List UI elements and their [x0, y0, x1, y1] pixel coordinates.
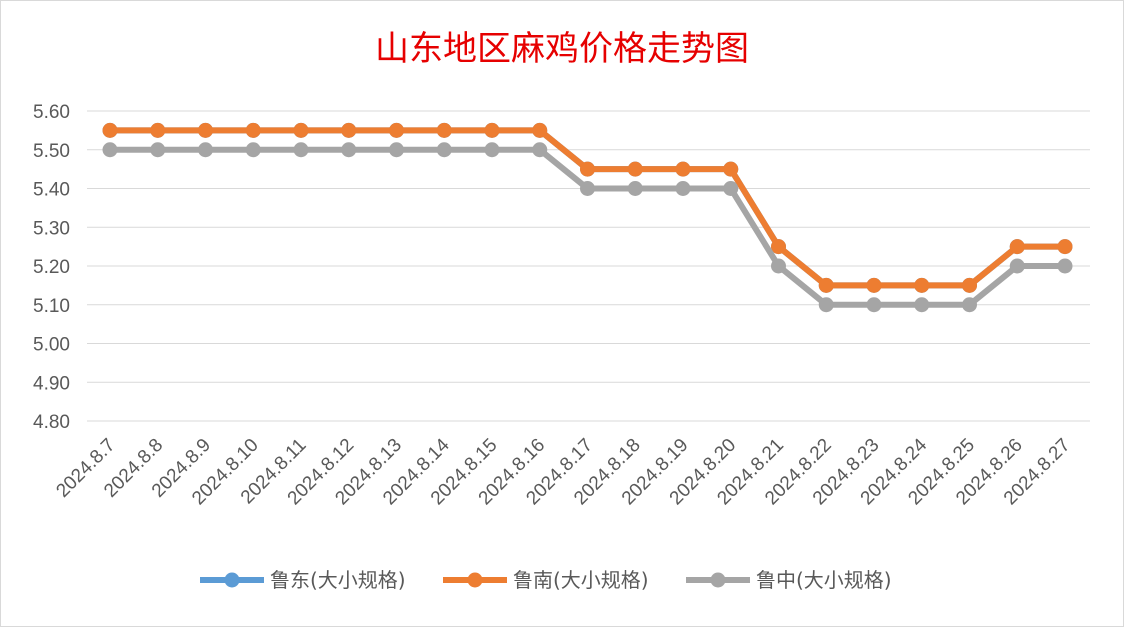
data-point: [580, 181, 595, 196]
data-point: [723, 161, 739, 177]
data-point: [1057, 258, 1073, 274]
series-2: [102, 142, 1073, 313]
legend-label: 鲁东(大小规格): [270, 568, 406, 592]
data-point: [532, 142, 548, 158]
gridlines: [87, 110, 1090, 422]
data-point: [962, 297, 977, 313]
data-point: [102, 142, 118, 158]
data-point: [914, 277, 930, 293]
legend-item: 鲁中(大小规格): [686, 568, 892, 592]
data-point: [1009, 239, 1025, 255]
y-tick-label: 5.10: [33, 296, 70, 317]
y-tick-label: 5.00: [33, 335, 70, 356]
legend-label: 鲁中(大小规格): [756, 568, 892, 592]
data-point: [866, 297, 882, 313]
y-tick-label: 5.30: [33, 218, 70, 239]
data-point: [245, 122, 261, 138]
data-point: [245, 142, 261, 158]
y-tick-label: 5.20: [33, 257, 70, 278]
data-point: [341, 122, 357, 138]
data-point: [675, 181, 691, 196]
data-point: [818, 277, 834, 293]
y-axis-ticks: 4.80 4.90 5.00 5.10 5.20 5.30 5.40 5.50 5.60: [33, 102, 70, 433]
series-1: [102, 122, 1073, 293]
y-tick-label: 5.60: [33, 102, 70, 123]
series-layer: [102, 122, 1073, 313]
data-point: [484, 122, 500, 138]
data-point: [675, 161, 691, 177]
legend-label: 鲁南(大小规格): [513, 568, 649, 592]
y-tick-label: 4.80: [33, 412, 70, 433]
data-point: [293, 122, 309, 138]
data-point: [102, 122, 118, 138]
data-point: [150, 122, 166, 138]
data-point: [532, 122, 548, 138]
data-point: [723, 181, 739, 196]
data-point: [818, 297, 834, 313]
data-point: [1057, 239, 1073, 255]
y-tick-label: 5.40: [33, 180, 70, 201]
data-point: [341, 142, 357, 158]
legend-marker: [224, 572, 240, 588]
data-point: [293, 142, 309, 158]
legend-marker: [467, 572, 483, 588]
data-point: [484, 142, 500, 158]
data-point: [962, 277, 977, 293]
data-point: [198, 122, 213, 138]
data-point: [771, 239, 786, 255]
data-point: [1009, 258, 1025, 274]
data-point: [866, 277, 882, 293]
y-tick-label: 4.90: [33, 373, 70, 394]
data-point: [389, 122, 404, 138]
data-point: [580, 161, 595, 177]
y-tick-label: 5.50: [33, 141, 70, 162]
data-point: [436, 142, 452, 158]
data-point: [771, 258, 786, 274]
legend-item: 鲁南(大小规格): [443, 568, 649, 592]
chart-title: 山东地区麻鸡价格走势图: [375, 29, 749, 69]
data-point: [436, 122, 452, 138]
legend-marker: [710, 572, 726, 588]
data-point: [198, 142, 213, 158]
data-point: [914, 297, 930, 313]
data-point: [627, 161, 643, 177]
data-point: [627, 181, 643, 196]
data-point: [389, 142, 404, 158]
legend-item: 鲁东(大小规格): [200, 568, 406, 592]
legend: 鲁东(大小规格) 鲁南(大小规格) 鲁中(大小规格): [200, 568, 892, 592]
data-point: [150, 142, 166, 158]
